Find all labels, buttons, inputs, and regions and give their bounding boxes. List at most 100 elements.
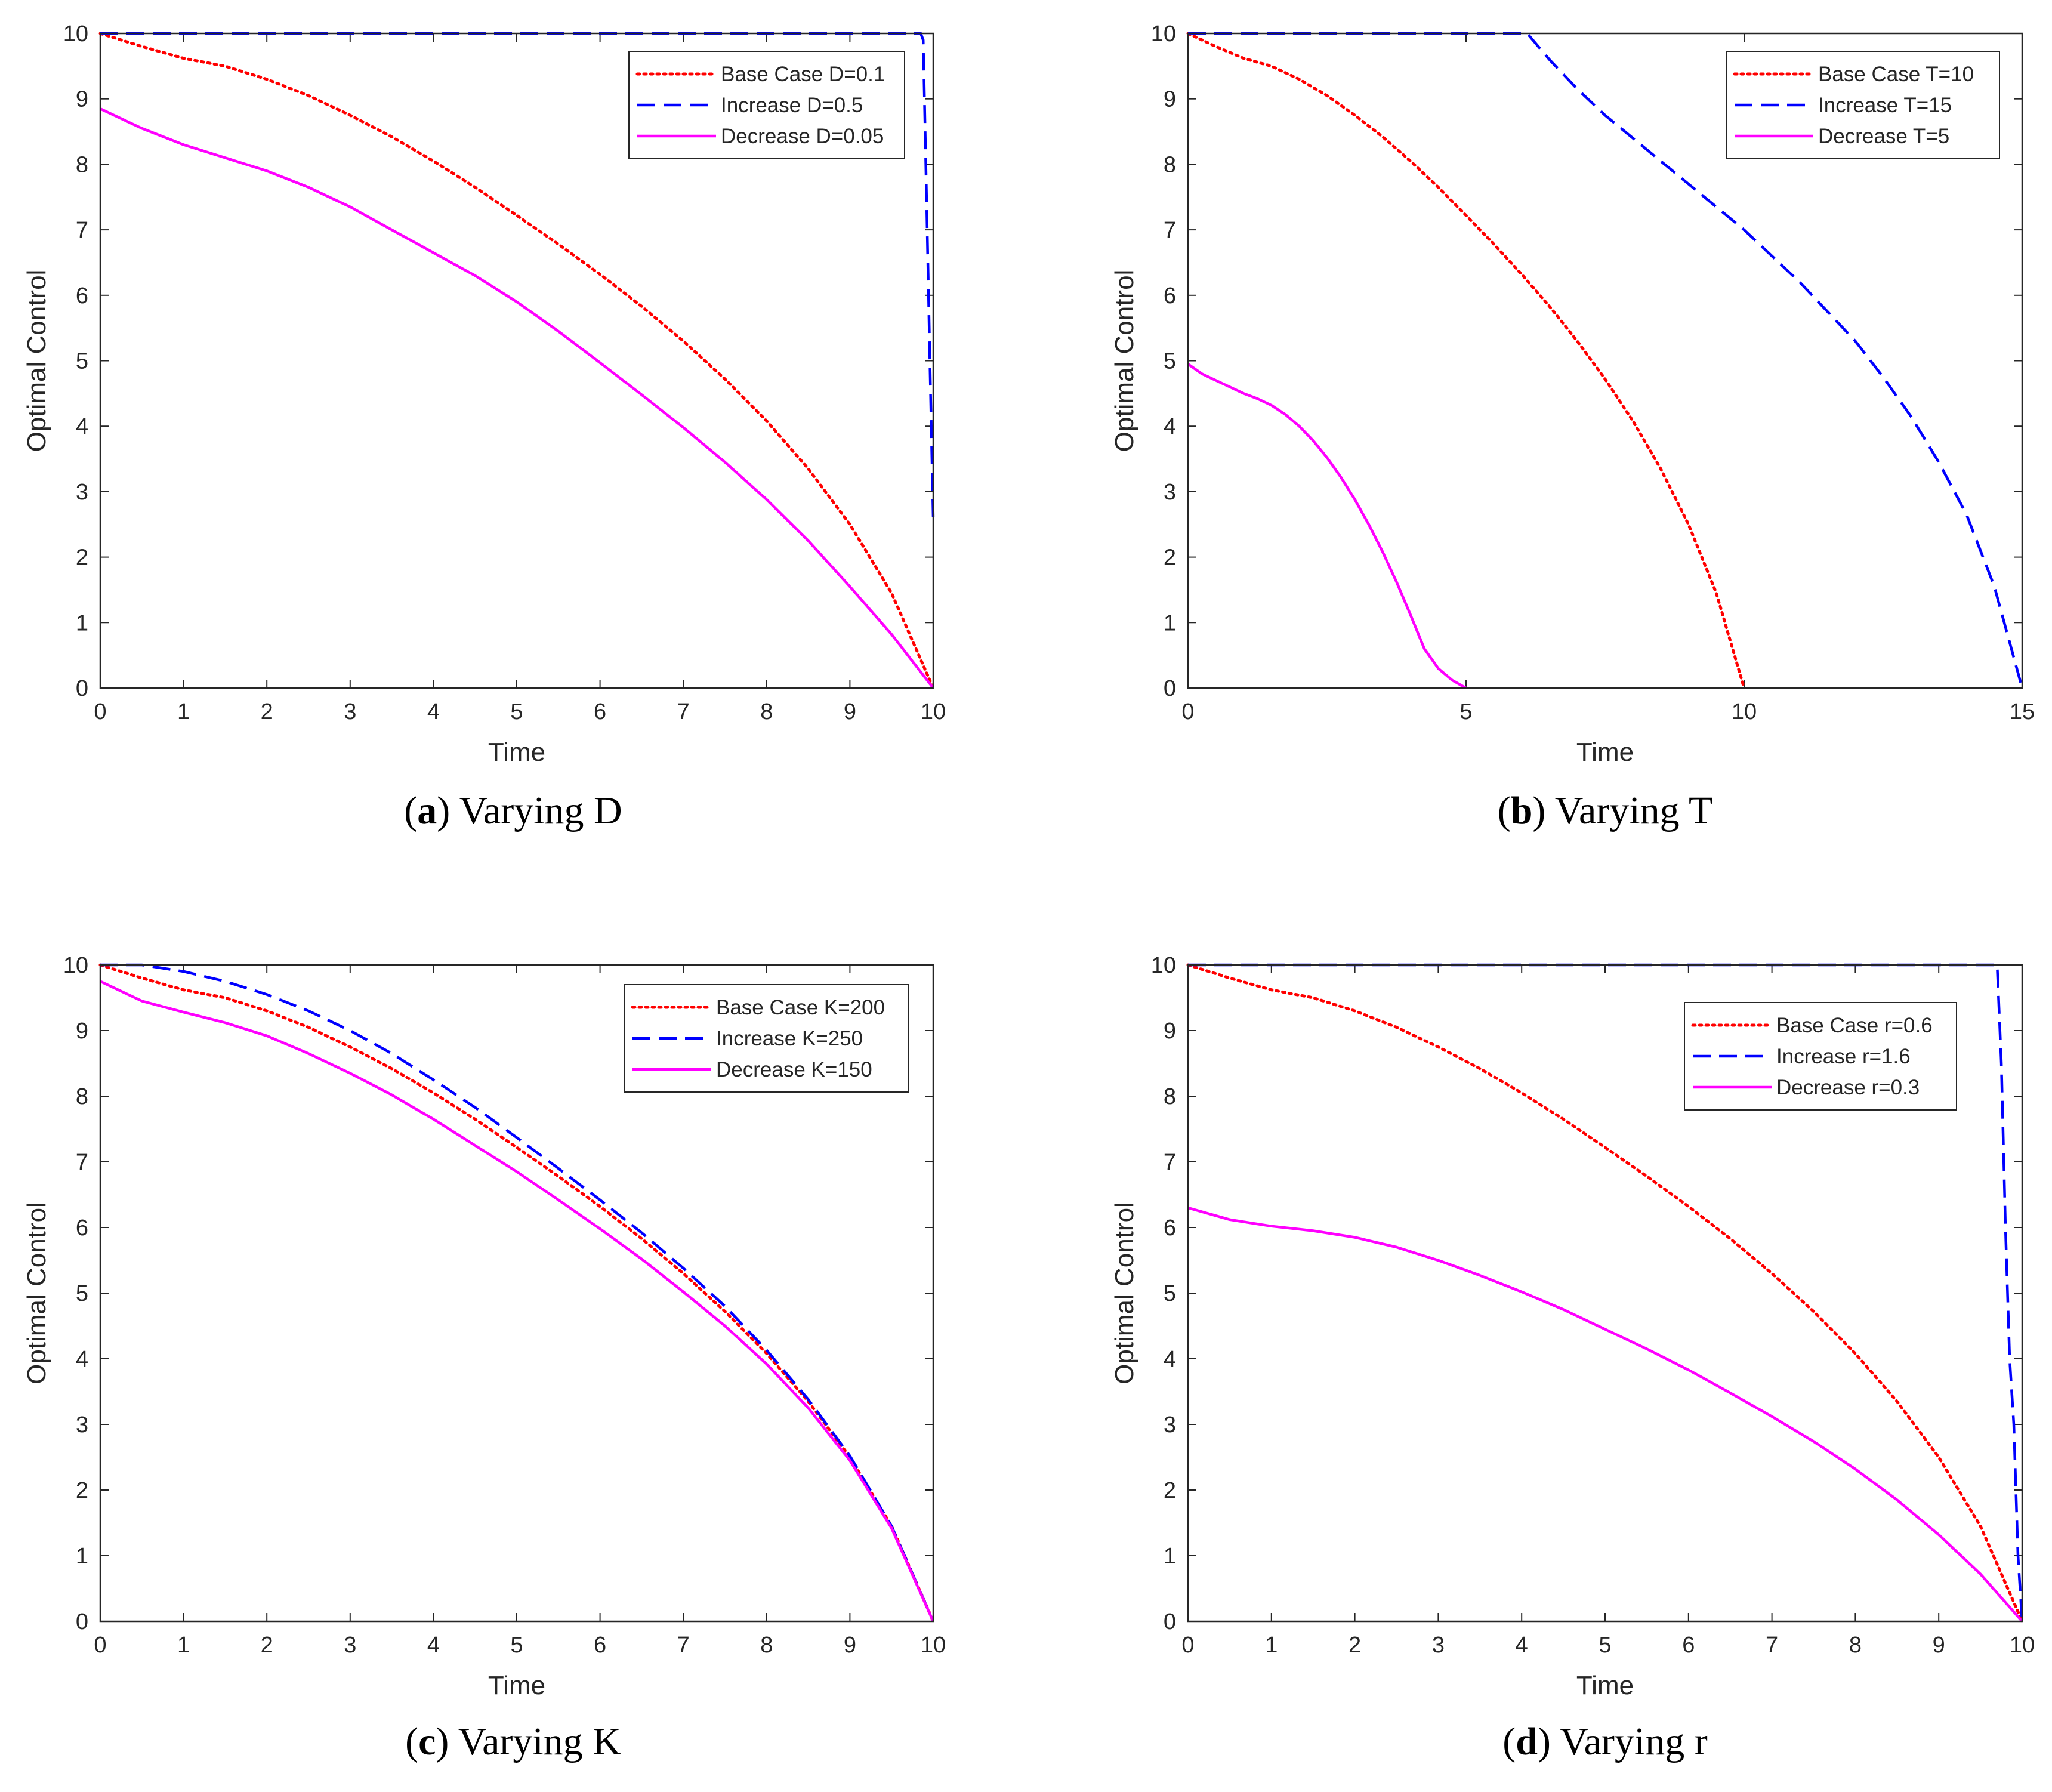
x-tick-label: 7 (677, 699, 690, 724)
x-tick-label: 9 (844, 1633, 856, 1658)
legend-entry-2: Decrease K=150 (716, 1058, 872, 1081)
x-tick-label: 10 (2010, 1633, 2035, 1658)
y-axis-label: Optimal Control (22, 270, 51, 452)
axes-box (1187, 964, 2023, 1623)
series-line-1 (1188, 32, 2024, 689)
x-tick-label: 4 (1516, 1633, 1528, 1658)
y-tick-label: 7 (1164, 218, 1176, 243)
y-tick-label: 10 (63, 953, 88, 978)
y-tick-label: 6 (76, 1216, 88, 1241)
legend: Base Case D=0.1 Increase D=0.5 Decrease D=… (628, 51, 905, 159)
chart-panel-c: 0 1 2 3 4 5 6 7 8 9 10 0 1 2 3 4 5 6 7 8 9 10 Time Optimal Cont… (22, 953, 946, 1763)
x-tick-label: 8 (1849, 1633, 1862, 1658)
y-axis-label: Optimal Control (1110, 270, 1139, 452)
caption-paren-open: ( (1498, 789, 1511, 832)
x-tick-label: 10 (1732, 699, 1757, 724)
x-tick-label: 4 (427, 699, 440, 724)
caption-title: Varying D (459, 789, 622, 832)
x-tick-label: 5 (1599, 1633, 1611, 1658)
panel-caption: (c) Varying K (405, 1720, 621, 1763)
y-tick-label: 4 (76, 414, 88, 439)
x-axis-label: Time (1576, 738, 1634, 767)
y-tick-label: 2 (1164, 1478, 1176, 1503)
x-tick-label: 0 (94, 1633, 106, 1658)
y-tick-label: 8 (1164, 152, 1176, 177)
y-tick-label: 6 (1164, 1216, 1176, 1241)
y-tick-label: 1 (76, 1544, 88, 1569)
y-tick-label: 9 (1164, 1019, 1176, 1044)
y-tick-label: 9 (1164, 87, 1176, 112)
y-tick-label: 7 (76, 1150, 88, 1175)
axes-box (99, 964, 934, 1623)
y-axis-label: Optimal Control (1110, 1202, 1139, 1384)
series-line-0 (98, 963, 935, 1623)
y-tick-label: 1 (1164, 610, 1176, 636)
y-tick-label: 4 (1164, 414, 1176, 439)
axes-box (99, 32, 934, 689)
legend-entry-2: Decrease T=5 (1818, 125, 1949, 148)
caption-paren-close: ) (1538, 1720, 1560, 1763)
x-tick-label: 2 (261, 699, 273, 724)
x-tick-label: 5 (510, 699, 523, 724)
y-tick-label: 7 (1164, 1150, 1176, 1175)
y-tick-label: 7 (76, 218, 88, 243)
legend-entry-1: Increase r=1.6 (1776, 1045, 1911, 1068)
x-tick-label: 3 (344, 1633, 356, 1658)
y-tick-label: 4 (1164, 1347, 1176, 1372)
x-tick-label: 7 (677, 1633, 690, 1658)
legend-entry-1: Increase T=15 (1818, 94, 1952, 117)
x-axis-label: Time (488, 738, 545, 767)
legend-entry-0: Base Case K=200 (716, 996, 885, 1019)
x-tick-label: 6 (594, 699, 606, 724)
y-tick-label: 0 (1164, 1609, 1176, 1634)
x-tick-label: 6 (594, 1633, 606, 1658)
y-tick-label: 3 (1164, 1412, 1176, 1438)
x-tick-label: 8 (760, 699, 773, 724)
y-tick-label: 8 (76, 152, 88, 177)
caption-paren-close: ) (436, 1720, 458, 1763)
legend-entry-2: Decrease D=0.05 (721, 125, 884, 148)
x-tick-label: 6 (1682, 1633, 1695, 1658)
y-tick-label: 3 (76, 1412, 88, 1438)
x-tick-label: 5 (1459, 699, 1472, 724)
y-axis-label: Optimal Control (22, 1202, 51, 1384)
y-tick-label: 2 (76, 1478, 88, 1503)
y-tick-label: 6 (1164, 283, 1176, 309)
y-tick-label: 2 (1164, 545, 1176, 570)
series-line-2 (100, 107, 934, 689)
caption-paren-open: ( (404, 789, 417, 832)
x-tick-label: 9 (844, 699, 856, 724)
x-tick-label: 8 (760, 1633, 773, 1658)
y-tick-label: 0 (76, 676, 88, 701)
series-line-1 (100, 963, 935, 1622)
y-tick-label: 2 (76, 545, 88, 570)
y-tick-label: 9 (76, 87, 88, 112)
series-line-2 (100, 980, 935, 1622)
caption-letter: a (417, 789, 437, 832)
caption-letter: c (418, 1720, 436, 1763)
y-tick-label: 1 (1164, 1544, 1176, 1569)
y-tick-label: 5 (1164, 1281, 1176, 1306)
caption-paren-close: ) (1532, 789, 1554, 832)
caption-paren-open: ( (405, 1720, 418, 1763)
series-line-0 (98, 32, 935, 690)
x-tick-label: 10 (921, 1633, 946, 1658)
legend-entry-0: Base Case r=0.6 (1776, 1014, 1933, 1037)
series-line-0 (1186, 963, 2024, 1623)
x-tick-label: 3 (1432, 1633, 1445, 1658)
y-tick-label: 10 (63, 21, 88, 47)
series-line-1 (1188, 963, 2024, 1622)
y-tick-label: 8 (1164, 1084, 1176, 1109)
legend-entry-1: Increase K=250 (716, 1027, 863, 1050)
y-tick-label: 5 (76, 349, 88, 374)
series-line-0 (1186, 32, 1746, 690)
x-tick-label: 1 (1265, 1633, 1278, 1658)
x-tick-label: 1 (177, 699, 190, 724)
chart-panel-a: 0 1 2 3 4 5 6 7 8 9 10 0 1 2 3 4 5 6 7 8 9 10 Time Optimal Cont… (22, 21, 946, 832)
x-axis-label: Time (1576, 1671, 1634, 1700)
caption-paren-open: ( (1502, 1720, 1516, 1763)
legend: Base Case K=200 Increase K=250 Decrease K=… (624, 984, 909, 1093)
legend-entry-0: Base Case D=0.1 (721, 63, 885, 86)
legend: Base Case r=0.6 Increase r=1.6 Decrease r=… (1684, 1002, 1957, 1111)
axes-box (1187, 32, 2023, 689)
